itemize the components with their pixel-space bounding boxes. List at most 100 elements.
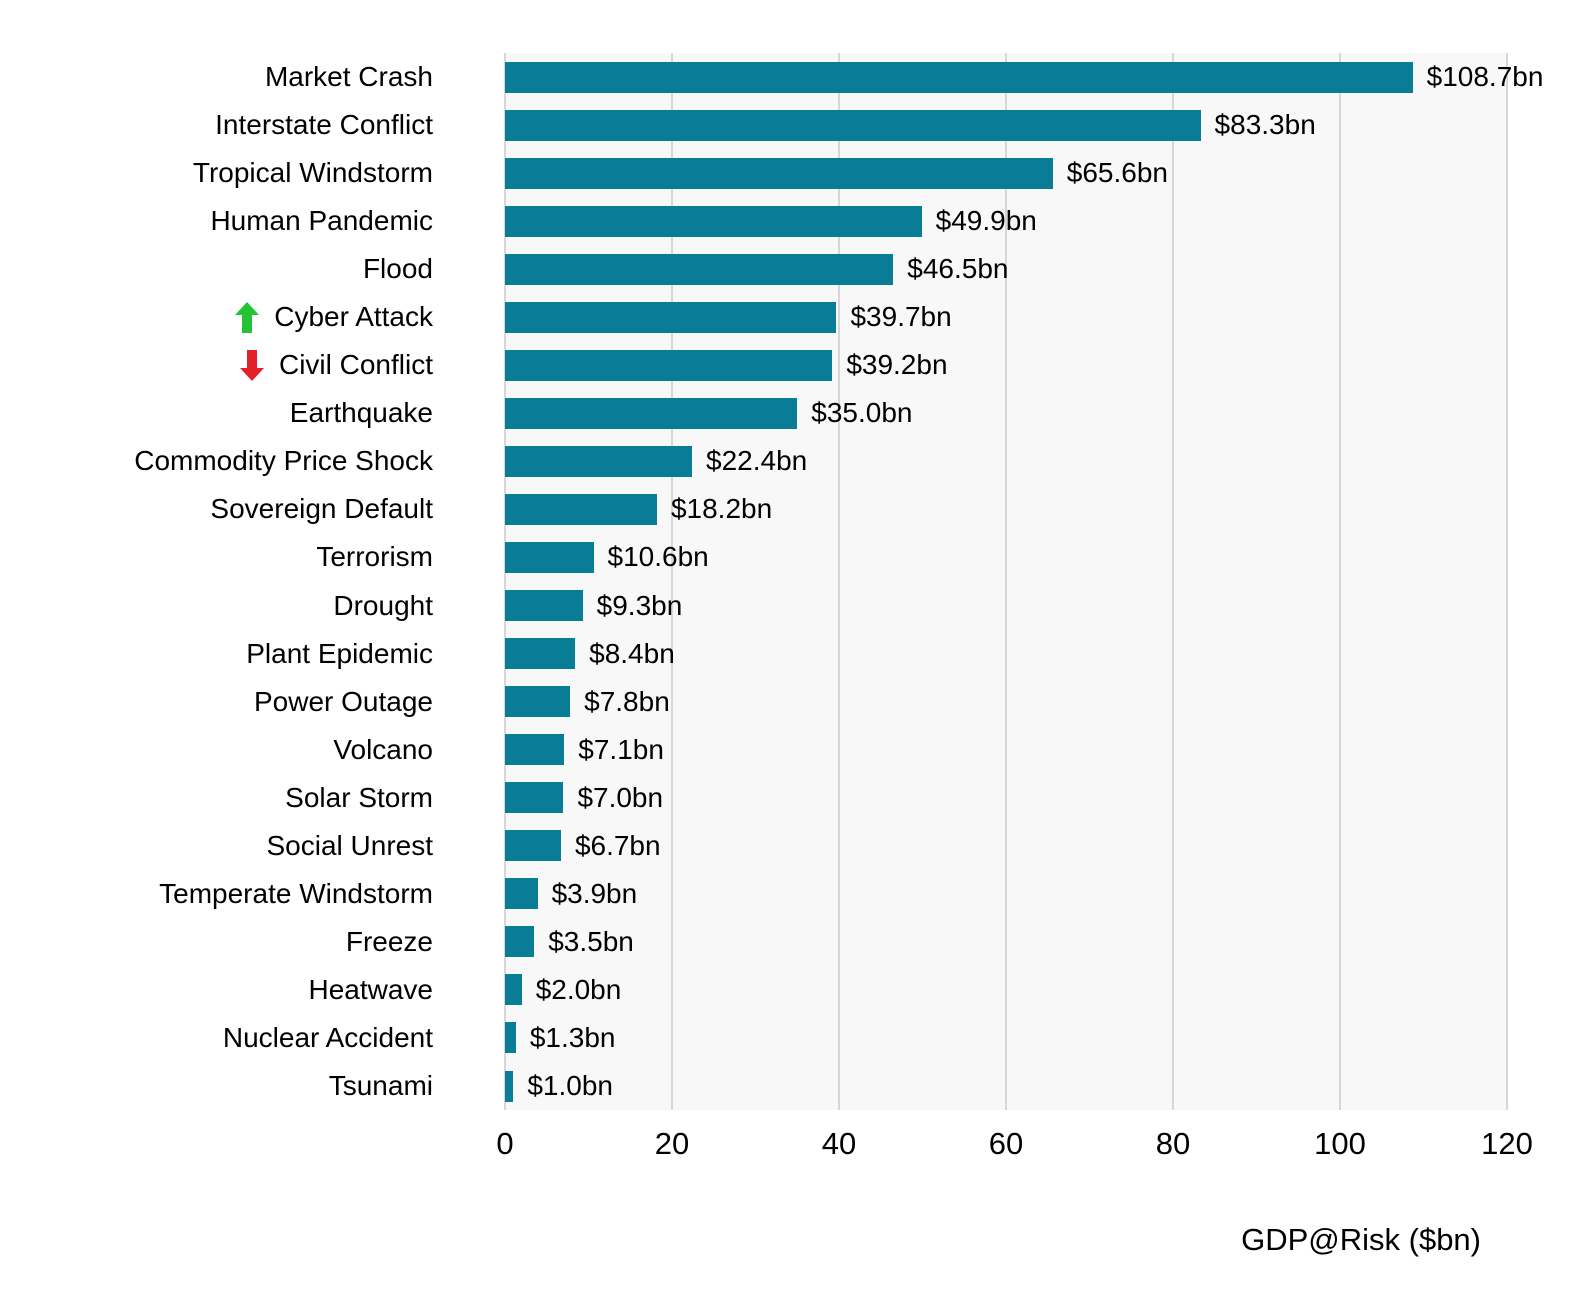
category-cell: Solar Storm	[0, 774, 433, 822]
category-label: Solar Storm	[285, 781, 433, 813]
bar-cell: $1.3bn	[505, 1014, 1507, 1062]
bar-cell: $6.7bn	[505, 822, 1507, 870]
value-label: $35.0bn	[811, 397, 913, 429]
category-label: Flood	[362, 253, 433, 285]
bar-row: Commodity Price Shock $22.4bn	[0, 437, 1593, 485]
category-cell: Social Unrest	[0, 822, 433, 870]
bar-row: Power Outage $7.8bn	[0, 678, 1593, 726]
bar	[505, 253, 894, 285]
category-label: Freeze	[345, 925, 433, 957]
bar	[505, 686, 571, 718]
bar-row: Drought $9.3bn	[0, 582, 1593, 630]
category-cell: Terrorism	[0, 533, 433, 581]
value-label: $83.3bn	[1214, 109, 1316, 141]
bar-row: Heatwave $2.0bn	[0, 966, 1593, 1014]
category-cell: Tsunami	[0, 1062, 433, 1110]
gridline-40	[838, 53, 840, 1110]
bar	[505, 1022, 516, 1054]
bar	[505, 782, 564, 814]
bar	[505, 974, 522, 1006]
value-label: $46.5bn	[907, 253, 1009, 285]
bar-row: Freeze $3.5bn	[0, 918, 1593, 966]
category-cell: Commodity Price Shock	[0, 437, 433, 485]
bar-row: Temperate Windstorm $3.9bn	[0, 870, 1593, 918]
value-label: $1.0bn	[527, 1070, 613, 1101]
category-cell: Freeze	[0, 918, 433, 966]
bar-row: Flood $46.5bn	[0, 245, 1593, 293]
value-label: $39.7bn	[850, 301, 952, 333]
value-label: $8.4bn	[589, 637, 675, 669]
value-label: $2.0bn	[535, 973, 622, 1005]
bar	[505, 878, 538, 910]
bar-row: Volcano $7.1bn	[0, 726, 1593, 774]
category-label: Power Outage	[254, 685, 433, 717]
category-cell: Volcano	[0, 726, 433, 774]
category-label: Drought	[333, 589, 433, 621]
category-cell: Earthquake	[0, 389, 433, 437]
bar-row: Social Unrest $6.7bn	[0, 822, 1593, 870]
category-label: Social Unrest	[266, 829, 433, 861]
value-label: $7.8bn	[584, 685, 670, 717]
bar	[505, 541, 594, 573]
category-label: Cyber Attack	[274, 301, 433, 333]
bar-cell: $7.0bn	[505, 774, 1507, 822]
value-label: $7.1bn	[578, 733, 664, 765]
bar-cell: $65.6bn	[505, 149, 1507, 197]
bar-cell: $18.2bn	[505, 485, 1507, 533]
value-label: $9.3bn	[596, 589, 683, 621]
bar	[505, 397, 798, 429]
bar-row: Cyber Attack $39.7bn	[0, 293, 1593, 341]
bar	[505, 638, 576, 670]
bar-row: Earthquake $35.0bn	[0, 389, 1593, 437]
category-cell: Temperate Windstorm	[0, 870, 433, 918]
category-cell: Human Pandemic	[0, 197, 433, 245]
bar	[505, 205, 922, 237]
category-label: Heatwave	[308, 973, 433, 1005]
category-label: Earthquake	[289, 397, 433, 429]
bar	[505, 301, 837, 333]
gridline-100	[1339, 53, 1341, 1110]
x-tick-label: 40	[821, 1126, 857, 1161]
bar-cell: $3.5bn	[505, 918, 1507, 966]
gridline-20	[671, 53, 673, 1110]
value-label: $18.2bn	[670, 493, 773, 525]
category-label: Interstate Conflict	[215, 109, 433, 141]
category-label: Sovereign Default	[210, 493, 433, 525]
bar	[505, 830, 561, 862]
value-label: $6.7bn	[574, 829, 661, 861]
category-label: Terrorism	[316, 541, 433, 573]
category-cell: Tropical Windstorm	[0, 149, 433, 197]
bar-cell: $1.0bn	[505, 1062, 1507, 1110]
bar-cell: $83.3bn	[505, 101, 1507, 149]
value-label: $108.7bn	[1426, 61, 1544, 93]
category-cell: Flood	[0, 245, 433, 293]
bar	[505, 493, 657, 525]
value-label: $65.6bn	[1066, 157, 1168, 189]
bar-cell: $49.9bn	[505, 197, 1507, 245]
x-tick-label: 60	[988, 1126, 1024, 1161]
bar-cell: $8.4bn	[505, 630, 1507, 678]
bar-row: Tsunami $1.0bn	[0, 1062, 1593, 1110]
bar-row: Interstate Conflict $83.3bn	[0, 101, 1593, 149]
category-cell: Cyber Attack	[0, 293, 433, 341]
category-cell: Sovereign Default	[0, 485, 433, 533]
bar	[505, 109, 1201, 141]
value-label: $3.9bn	[551, 877, 638, 909]
bar	[505, 349, 833, 381]
x-axis-title: GDP@Risk ($bn)	[1241, 1222, 1481, 1257]
category-label: Civil Conflict	[278, 349, 433, 381]
bar-cell: $3.9bn	[505, 870, 1507, 918]
bar	[505, 445, 693, 477]
bar-row: Human Pandemic $49.9bn	[0, 197, 1593, 245]
gridline-80	[1172, 53, 1174, 1110]
x-tick-label: 100	[1314, 1126, 1366, 1161]
category-cell: Drought	[0, 582, 433, 630]
category-label: Nuclear Accident	[222, 1021, 433, 1053]
category-label: Tropical Windstorm	[192, 157, 433, 189]
bar-cell: $7.1bn	[505, 726, 1507, 774]
category-cell: Power Outage	[0, 678, 433, 726]
gridline-120	[1506, 53, 1508, 1110]
bar-cell: $35.0bn	[505, 389, 1507, 437]
bar	[505, 590, 583, 622]
